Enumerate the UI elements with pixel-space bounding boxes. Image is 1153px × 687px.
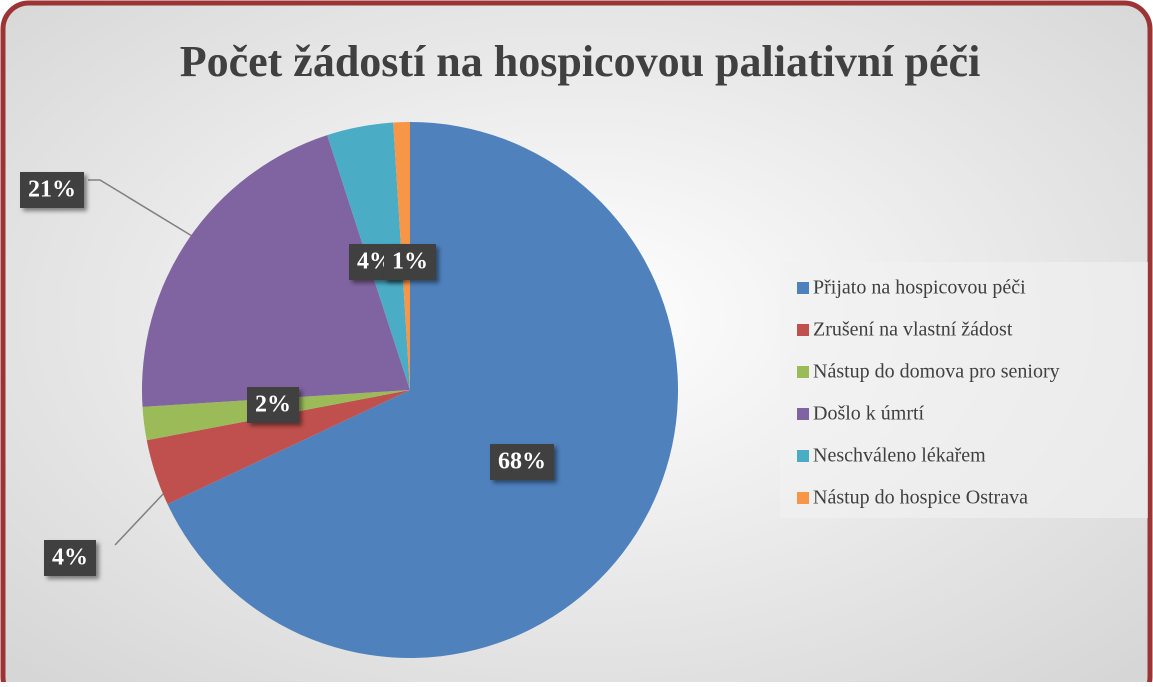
legend-swatch: [797, 324, 809, 336]
data-label: 1%: [384, 244, 436, 280]
data-label-box: [490, 444, 554, 480]
pie-slice: [141, 135, 410, 407]
legend-label: Neschváleno lékařem: [813, 445, 986, 467]
leader-line: [114, 491, 166, 546]
pie-slice: [146, 390, 410, 505]
legend-label: Došlo k úmrtí: [813, 403, 925, 425]
legend-label: Zrušení na vlastní žádost: [813, 319, 1013, 341]
leader-line: [88, 179, 193, 237]
data-label-text: 2%: [255, 392, 291, 418]
data-label: 4%: [44, 540, 96, 576]
legend-label: Nástup do domova pro seniory: [813, 361, 1060, 383]
legend-box: [780, 262, 1148, 518]
pie-slice: [167, 122, 678, 658]
chart-title: Počet žádostí na hospicovou paliativní p…: [180, 37, 981, 86]
data-label-text: 4%: [52, 545, 88, 571]
data-label-box: [20, 172, 84, 208]
data-label: 21%: [20, 172, 84, 208]
data-label-box: [384, 244, 436, 280]
legend-swatch: [797, 408, 809, 420]
data-label-box: [44, 540, 96, 576]
data-label-text: 21%: [28, 177, 76, 203]
legend-label: Nástup do hospice Ostrava: [813, 487, 1028, 509]
legend-swatch: [797, 366, 809, 378]
legend-swatch: [797, 282, 809, 294]
legend-swatch: [797, 492, 809, 504]
legend-label: Přijato na hospicovou péči: [813, 277, 1026, 299]
data-label-text: 68%: [498, 449, 546, 475]
data-label-text: 1%: [392, 249, 428, 275]
data-label: 68%: [490, 444, 554, 480]
data-label-box: [247, 387, 299, 423]
legend-swatch: [797, 450, 809, 462]
data-label: 2%: [247, 387, 299, 423]
